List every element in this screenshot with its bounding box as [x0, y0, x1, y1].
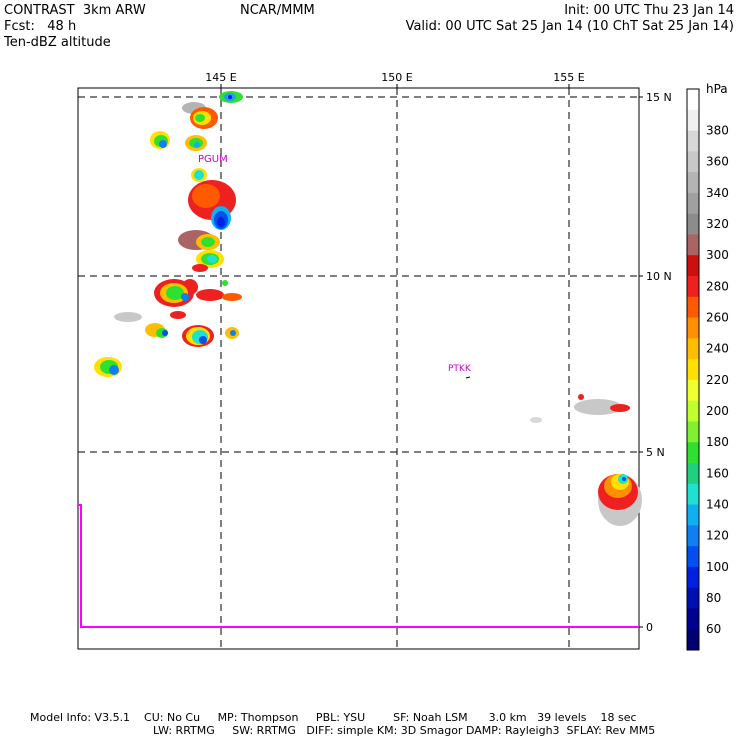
station-ptkk: PTKK: [448, 364, 472, 379]
colorbar-swatch: [687, 338, 699, 360]
colorbar-swatch: [687, 151, 699, 173]
colorbar-unit: hPa: [706, 82, 728, 96]
colorbar-swatch: [687, 109, 699, 132]
map-ticks: [220, 84, 643, 628]
colorbar: [686, 88, 700, 651]
colorbar-swatch: [687, 276, 699, 298]
colorbar-label: 300: [706, 248, 729, 262]
map-frame: [77, 87, 640, 650]
station-pgum: PGUM: [198, 154, 228, 165]
field-name: Ten-dBZ altitude: [4, 35, 111, 50]
colorbar-label: 240: [706, 342, 729, 356]
echo-cell: [154, 279, 242, 307]
lat-label-10n: 10 N: [646, 270, 672, 283]
colorbar-label: 200: [706, 404, 729, 418]
colorbar-swatch: [687, 379, 699, 402]
colorbar-swatch: [687, 546, 699, 568]
echo-cell: [150, 131, 170, 149]
map-gridlines: [78, 88, 639, 649]
colorbar-label: 140: [706, 498, 729, 512]
echo-cell: [185, 135, 207, 151]
lon-label-155e: 155 E: [553, 71, 584, 84]
colorbar-swatch: [687, 442, 699, 464]
echo-cell: [192, 264, 208, 272]
colorbar-label: 100: [706, 560, 729, 574]
colorbar-swatch: [687, 192, 699, 215]
organization: NCAR/MMM: [240, 3, 315, 18]
colorbar-label: 360: [706, 155, 729, 169]
colorbar-label: 320: [706, 217, 729, 231]
colorbar-label: 80: [706, 591, 721, 605]
echo-cell: [178, 230, 220, 250]
colorbar-swatch: [687, 172, 699, 194]
colorbar-swatch: [687, 608, 699, 630]
echo-cell: [94, 357, 122, 377]
echo-cell: [598, 474, 642, 526]
colorbar-swatch: [687, 359, 699, 381]
echo-cells: [94, 91, 642, 526]
domain-boundary: [78, 504, 639, 628]
echo-cell: [188, 180, 236, 230]
colorbar-label: 60: [706, 622, 721, 636]
init-time: Init: 00 UTC Thu 23 Jan 14: [564, 3, 734, 18]
echo-cell: [182, 325, 214, 347]
colorbar-swatch: [687, 421, 699, 443]
product-title: CONTRAST 3km ARW: [4, 3, 146, 18]
lon-label-145e: 145 E: [205, 71, 236, 84]
echo-cell: [114, 311, 186, 322]
lat-label-0: 0: [646, 621, 653, 634]
echo-cell: [182, 102, 218, 129]
colorbar-swatch: [687, 566, 699, 589]
echo-cell: [196, 250, 224, 268]
colorbar-swatch: [687, 587, 699, 609]
colorbar-label: 340: [706, 186, 729, 200]
colorbar-swatch: [687, 296, 699, 319]
colorbar-swatch: [687, 317, 699, 339]
colorbar-label: 160: [706, 466, 729, 480]
model-info-line2: LW: RRTMG SW: RRTMG DIFF: simple KM: 3D …: [153, 724, 656, 737]
colorbar-label: 220: [706, 373, 729, 387]
colorbar-swatch: [687, 504, 699, 526]
station-label: PGUM: [198, 154, 228, 165]
colorbar-swatch: [687, 255, 699, 277]
colorbar-frame: [686, 88, 700, 651]
colorbar-swatch: [687, 89, 699, 111]
colorbar-swatch: [687, 213, 699, 235]
echo-cell: [191, 168, 207, 182]
echo-cell: [219, 91, 243, 103]
colorbar-label: 180: [706, 435, 729, 449]
weather-map: PGUM PTKK 145 E 150 E 155 E 15 N 10 N 5 …: [77, 71, 729, 651]
echo-cell: [530, 394, 630, 423]
colorbar-swatch: [687, 400, 699, 422]
colorbar-swatch: [687, 130, 699, 152]
lat-label-5n: 5 N: [646, 446, 665, 459]
model-info-line1: Model Info: V3.5.1 CU: No Cu MP: Thompso…: [30, 711, 637, 724]
lon-label-150e: 150 E: [381, 71, 412, 84]
colorbar-swatch: [687, 463, 699, 485]
colorbar-label: 280: [706, 279, 729, 293]
colorbar-label: 120: [706, 529, 729, 543]
colorbar-label: 260: [706, 311, 729, 325]
colorbar-labels: 380 360 340 320 300 280 260 240 220 200 180 160 140 1…: [706, 124, 729, 637]
station-label: PTKK: [448, 364, 472, 374]
colorbar-swatch: [687, 629, 699, 651]
colorbar-label: 380: [706, 124, 729, 138]
colorbar-swatch: [687, 234, 699, 256]
echo-cell: [145, 323, 168, 338]
valid-time: Valid: 00 UTC Sat 25 Jan 14 (10 ChT Sat …: [405, 19, 734, 34]
colorbar-swatch: [687, 525, 699, 547]
colorbar-swatch: [687, 483, 699, 506]
forecast-hour: Fcst: 48 h: [4, 19, 77, 34]
echo-cell: [225, 327, 239, 339]
lat-label-15n: 15 N: [646, 91, 672, 104]
